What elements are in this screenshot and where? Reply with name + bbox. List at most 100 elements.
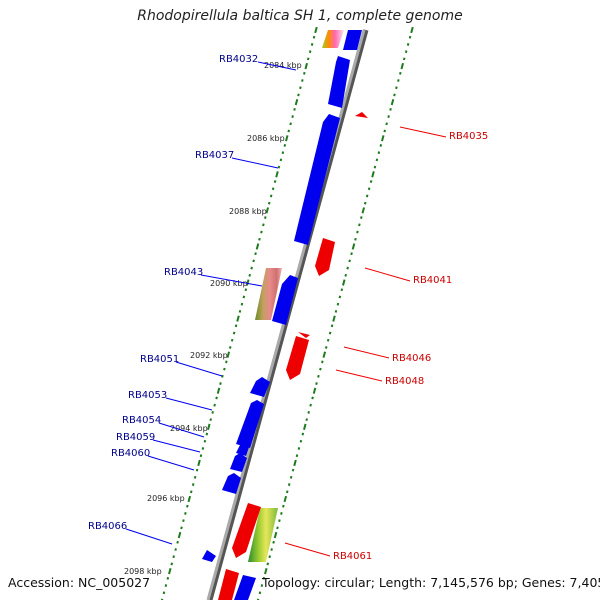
ticks-outer	[264, 567, 268, 575]
ticks-inner	[193, 475, 197, 479]
genome-title: Rhodopirellula baltica SH 1, complete ge…	[137, 8, 463, 24]
ticks-inner	[197, 459, 201, 467]
ticks-outer	[381, 135, 385, 142]
ticks-outer	[340, 288, 344, 292]
gene-block-rb4051	[250, 377, 270, 397]
gene-label-plus: RB4053	[128, 390, 167, 401]
ticks-outer	[402, 57, 406, 61]
gene-label-plus: RB4032	[219, 54, 258, 65]
ticks-outer	[315, 382, 318, 385]
ticks-outer	[338, 295, 342, 299]
ticks-inner	[168, 567, 172, 575]
ticks-outer	[291, 468, 295, 472]
ticks-outer	[354, 237, 357, 241]
ticks-outer	[410, 26, 414, 34]
ticks-outer	[360, 216, 363, 220]
ticks-inner	[287, 129, 290, 133]
ticks-inner	[304, 62, 309, 70]
gene-label-plus: RB4037	[195, 150, 234, 161]
ticks-inner	[310, 43, 314, 46]
ticks-outer	[383, 129, 386, 133]
ticks-inner	[182, 519, 185, 523]
ticks-outer	[258, 591, 262, 595]
ticks-inner	[254, 252, 257, 256]
gene-block-rb4035	[355, 112, 368, 118]
gene-label-minus: RB4035	[449, 131, 488, 142]
ticks-outer	[266, 562, 270, 566]
ticks-outer	[351, 243, 356, 250]
ticks-outer	[371, 171, 375, 178]
ticks-outer	[319, 367, 322, 371]
ticks-inner	[180, 526, 183, 530]
gene-block-rb4054	[236, 444, 249, 456]
ticks-outer	[377, 151, 381, 155]
ticks-outer	[260, 584, 264, 587]
ticks-outer	[297, 447, 301, 450]
ticks-inner	[234, 324, 238, 328]
ticks-inner	[162, 591, 166, 595]
ticks-outer	[303, 423, 307, 430]
gene-leader-line	[335, 369, 383, 382]
gene-leader-line	[284, 542, 331, 557]
ticks-outer	[273, 531, 278, 539]
ticks-outer	[282, 504, 285, 508]
ticks-inner	[172, 555, 175, 559]
ticks-inner	[244, 288, 248, 292]
gene-leader-line	[175, 361, 223, 377]
ticks-inner	[232, 331, 236, 335]
ticks-inner	[242, 295, 246, 299]
ticks-inner	[187, 495, 192, 503]
ticks-inner	[312, 35, 316, 39]
ticks-inner	[314, 26, 318, 34]
ticks-outer	[295, 454, 299, 458]
ticks-outer	[256, 598, 260, 600]
ticks-outer	[330, 324, 334, 328]
gene-leader-line	[200, 274, 263, 287]
gene-label-plus: RB4051	[140, 354, 179, 365]
ticks-inner	[174, 548, 177, 551]
gene-block-bottom-plus	[234, 575, 256, 600]
ticks-inner	[203, 439, 207, 443]
ticks-inner	[308, 50, 312, 54]
gene-block-rb4048	[286, 336, 309, 380]
gene-block-top-plus	[343, 30, 362, 50]
ticks-inner	[215, 396, 218, 400]
ticks-inner	[213, 403, 216, 407]
ticks-inner	[275, 171, 279, 178]
ticks-outer	[334, 309, 338, 313]
ticks-inner	[191, 483, 195, 486]
gene-label-minus: RB4046	[392, 353, 431, 364]
topology-text: Topology: circular; Length: 7,145,576 bp…	[262, 575, 600, 590]
gene-block-rb4060	[222, 473, 241, 494]
ticks-inner	[252, 259, 255, 263]
ticks-inner	[273, 180, 277, 183]
ticks-outer	[301, 432, 305, 436]
ticks-inner	[176, 540, 179, 544]
ticks-outer	[312, 387, 317, 394]
ticks-inner	[166, 576, 170, 580]
ticks-inner	[294, 98, 299, 106]
ticks-inner	[195, 468, 199, 472]
ticks-outer	[358, 223, 361, 227]
ticks-inner	[230, 338, 234, 342]
ticks-outer	[387, 115, 390, 119]
ticks-inner	[293, 107, 296, 111]
ticks-inner	[238, 309, 242, 313]
ticks-inner	[248, 273, 251, 277]
ticks-inner	[216, 387, 221, 394]
ticks-inner	[301, 79, 304, 82]
ticks-inner	[262, 223, 265, 227]
ticks-inner	[186, 504, 189, 508]
ticks-outer	[305, 418, 309, 422]
gene-leader-line	[257, 61, 297, 71]
ticks-outer	[311, 396, 314, 400]
ticks-inner	[281, 151, 285, 155]
ticks-outer	[324, 346, 328, 349]
ticks-inner	[265, 207, 270, 214]
gene-block-rb4061	[232, 503, 261, 558]
gene-leader-line	[125, 528, 173, 545]
gene-label-plus: RB4059	[116, 432, 155, 443]
ticks-outer	[390, 98, 395, 106]
ticks-inner	[205, 432, 209, 436]
ticks-outer	[400, 62, 405, 70]
